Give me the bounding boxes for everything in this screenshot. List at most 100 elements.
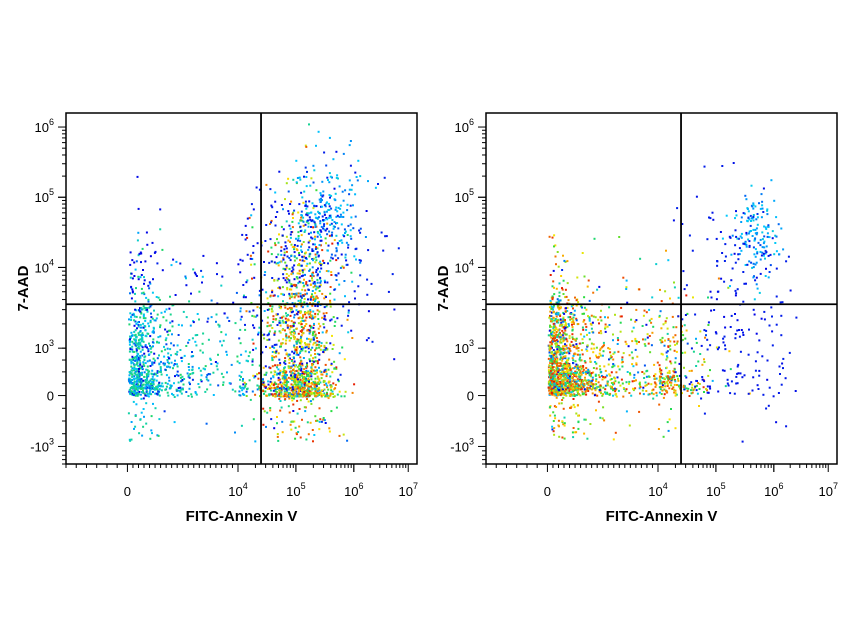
data-point bbox=[245, 390, 248, 393]
data-point bbox=[145, 402, 148, 405]
data-point bbox=[300, 334, 303, 337]
data-point bbox=[149, 255, 152, 258]
data-point bbox=[145, 296, 148, 299]
data-point bbox=[612, 363, 615, 365]
data-point bbox=[244, 238, 247, 241]
data-point bbox=[157, 434, 160, 437]
data-point bbox=[279, 381, 282, 384]
data-point bbox=[654, 377, 657, 380]
data-point bbox=[320, 420, 323, 423]
data-point bbox=[563, 370, 566, 373]
data-point bbox=[551, 369, 554, 372]
data-point bbox=[346, 263, 349, 266]
data-point bbox=[188, 339, 191, 341]
data-point bbox=[551, 295, 554, 298]
data-point bbox=[551, 350, 554, 353]
data-point bbox=[330, 194, 333, 197]
data-point bbox=[279, 382, 282, 385]
data-point bbox=[766, 232, 769, 235]
data-point bbox=[553, 414, 556, 417]
data-point bbox=[151, 331, 154, 334]
data-point bbox=[759, 244, 762, 247]
data-point bbox=[608, 358, 610, 361]
data-point bbox=[285, 276, 288, 279]
data-point bbox=[564, 377, 567, 380]
data-point bbox=[133, 372, 136, 375]
data-point bbox=[551, 285, 554, 288]
data-point bbox=[307, 212, 310, 215]
data-point bbox=[567, 358, 570, 361]
data-point bbox=[200, 374, 203, 377]
data-point bbox=[179, 349, 182, 351]
data-point bbox=[662, 396, 665, 399]
data-point bbox=[644, 344, 647, 347]
data-point bbox=[560, 341, 563, 344]
data-point bbox=[314, 235, 316, 238]
data-point bbox=[558, 389, 561, 392]
data-point bbox=[241, 233, 244, 236]
data-point bbox=[324, 237, 327, 240]
data-point bbox=[258, 326, 261, 329]
data-point bbox=[245, 234, 248, 236]
data-point bbox=[145, 231, 148, 234]
data-point bbox=[263, 410, 266, 413]
data-point bbox=[572, 319, 575, 322]
data-point bbox=[550, 389, 553, 392]
data-point bbox=[562, 318, 565, 321]
data-point bbox=[314, 312, 317, 315]
data-point bbox=[598, 376, 601, 379]
data-point bbox=[606, 380, 609, 383]
data-point bbox=[159, 369, 162, 372]
data-point bbox=[355, 258, 357, 261]
data-point bbox=[216, 362, 219, 365]
data-point bbox=[296, 277, 299, 280]
data-point bbox=[282, 338, 285, 341]
data-point bbox=[254, 347, 257, 350]
data-point bbox=[359, 227, 362, 230]
data-point bbox=[663, 382, 666, 385]
data-point bbox=[761, 231, 764, 234]
data-point bbox=[292, 388, 295, 391]
data-point bbox=[199, 349, 202, 352]
data-point bbox=[794, 390, 797, 392]
data-point bbox=[567, 368, 570, 371]
data-point bbox=[277, 241, 280, 244]
data-point bbox=[138, 356, 141, 359]
data-point bbox=[300, 340, 302, 343]
data-point bbox=[634, 320, 637, 323]
data-point bbox=[612, 394, 614, 397]
data-point bbox=[333, 325, 336, 327]
data-point bbox=[140, 338, 142, 341]
data-point bbox=[275, 262, 278, 265]
data-point bbox=[367, 337, 370, 340]
data-point bbox=[144, 386, 147, 389]
data-point bbox=[279, 362, 282, 365]
data-point bbox=[152, 402, 154, 405]
data-point bbox=[257, 377, 260, 380]
data-point bbox=[345, 241, 348, 244]
data-point bbox=[556, 368, 559, 371]
data-point bbox=[750, 220, 752, 222]
data-point bbox=[574, 370, 577, 373]
data-point bbox=[645, 323, 648, 326]
data-point bbox=[328, 208, 331, 211]
data-point bbox=[621, 358, 624, 361]
data-point bbox=[588, 316, 591, 319]
data-point bbox=[323, 326, 326, 329]
data-point bbox=[310, 370, 313, 373]
data-point bbox=[307, 232, 310, 235]
data-point bbox=[326, 393, 329, 396]
data-point bbox=[555, 320, 558, 323]
data-point bbox=[577, 404, 579, 407]
data-point bbox=[598, 389, 601, 391]
data-point bbox=[553, 286, 555, 289]
data-point bbox=[583, 335, 586, 338]
data-point bbox=[780, 227, 783, 230]
data-point bbox=[156, 371, 159, 374]
data-point bbox=[274, 200, 277, 203]
data-point bbox=[139, 393, 142, 396]
data-point bbox=[268, 330, 271, 333]
data-point bbox=[268, 308, 271, 311]
data-point bbox=[318, 198, 321, 201]
data-point bbox=[272, 318, 275, 321]
